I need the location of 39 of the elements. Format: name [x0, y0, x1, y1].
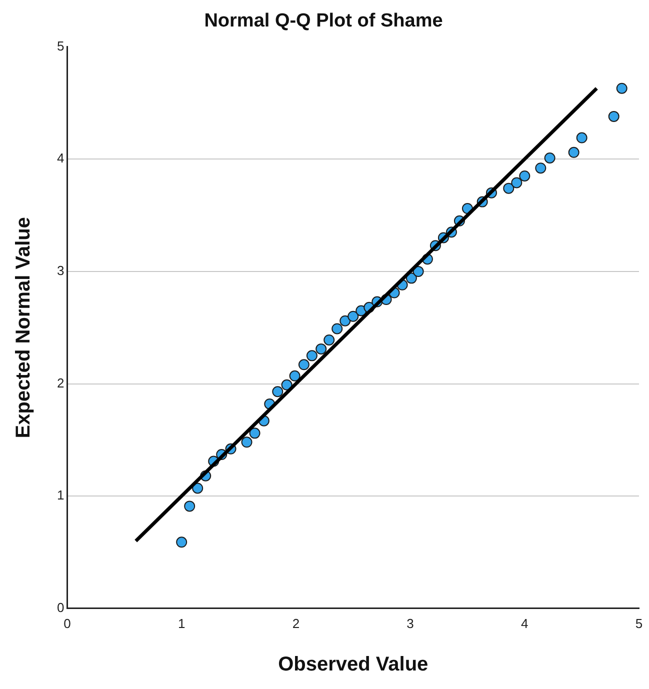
point	[544, 152, 556, 164]
y-tick-label: 0	[56, 600, 64, 615]
y-tick-label: 4	[56, 150, 64, 166]
point	[289, 370, 300, 382]
point	[340, 315, 351, 326]
point	[616, 82, 628, 94]
point	[281, 379, 292, 390]
point	[568, 146, 580, 158]
y-tick-label: 3	[56, 263, 64, 278]
y-tick-label: 2	[56, 375, 64, 390]
point	[576, 132, 588, 144]
x-tick-label: 5	[635, 616, 643, 631]
point	[249, 428, 260, 439]
x-tick-label: 2	[292, 616, 300, 631]
point	[184, 500, 196, 512]
y-tick-label: 1	[56, 488, 64, 503]
point	[192, 482, 204, 494]
y-axis-title: Expected Normal Value	[12, 217, 35, 438]
point	[535, 162, 546, 174]
point	[503, 182, 514, 194]
point	[272, 386, 284, 398]
point	[306, 350, 318, 362]
point	[324, 334, 335, 346]
chart-title: Normal Q-Q Plot of Shame	[204, 10, 443, 32]
point	[519, 170, 530, 182]
point	[412, 266, 424, 277]
x-axis-title: Observed Value	[278, 654, 428, 676]
point	[316, 343, 327, 354]
point	[241, 436, 252, 448]
point	[511, 177, 522, 188]
point	[608, 110, 620, 122]
x-tick-label: 1	[178, 616, 186, 631]
point	[176, 536, 188, 548]
x-tick-label: 4	[521, 616, 528, 631]
point	[332, 323, 343, 334]
point	[348, 310, 359, 322]
x-tick-label: 3	[406, 616, 414, 631]
y-tick-label: 5	[56, 38, 64, 54]
point	[298, 359, 310, 370]
